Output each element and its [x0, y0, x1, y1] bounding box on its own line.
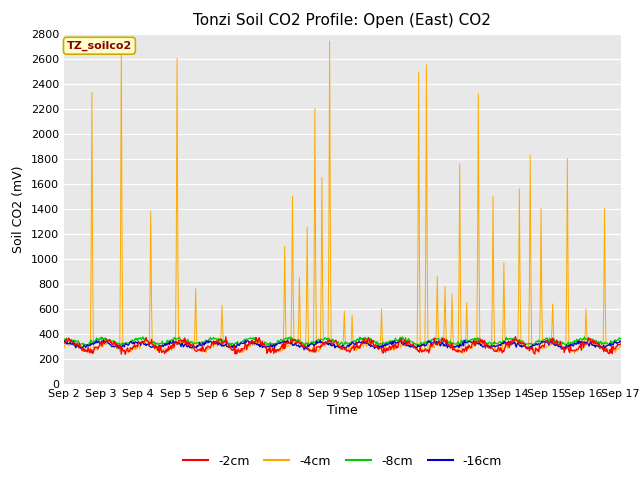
Text: TZ_soilco2: TZ_soilco2	[67, 41, 132, 51]
X-axis label: Time: Time	[327, 405, 358, 418]
Title: Tonzi Soil CO2 Profile: Open (East) CO2: Tonzi Soil CO2 Profile: Open (East) CO2	[193, 13, 492, 28]
Y-axis label: Soil CO2 (mV): Soil CO2 (mV)	[12, 165, 26, 252]
Legend: -2cm, -4cm, -8cm, -16cm: -2cm, -4cm, -8cm, -16cm	[178, 450, 507, 473]
